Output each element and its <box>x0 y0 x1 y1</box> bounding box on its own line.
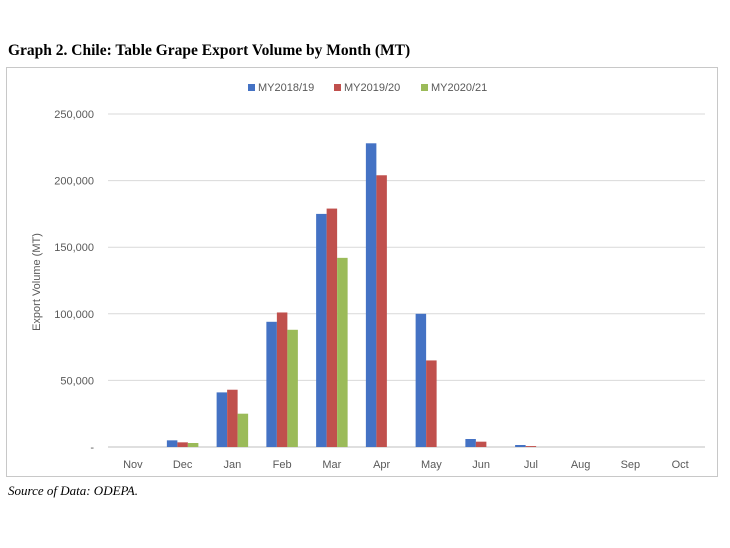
bar <box>337 257 348 447</box>
y-tick-label: - <box>90 442 94 454</box>
x-tick-label: Jul <box>524 459 538 471</box>
x-tick-label: Jan <box>224 459 242 471</box>
bars <box>166 143 537 447</box>
source-note: Source of Data: ODEPA. <box>8 483 138 498</box>
bar <box>266 321 277 447</box>
bar <box>465 439 476 447</box>
bar <box>475 441 487 447</box>
bar <box>187 443 199 447</box>
x-tick-label: May <box>421 459 442 471</box>
bar <box>287 329 298 447</box>
y-axis-label: Export Volume (MT) <box>31 233 43 331</box>
bar <box>216 392 228 447</box>
x-axis-ticks: Nov Dec Jan Feb Mar Apr May Jun Jul Aug Sep Oct <box>123 459 689 471</box>
bar <box>166 440 178 447</box>
y-tick-label: 100,000 <box>54 309 94 321</box>
x-tick-label: Dec <box>173 459 193 471</box>
y-axis-ticks: - 50,000 100,000 150,000 200,000 250,000 <box>54 109 94 454</box>
bar <box>376 175 387 447</box>
x-tick-label: Mar <box>322 459 341 471</box>
bar <box>515 445 526 447</box>
gridlines <box>108 113 705 448</box>
x-tick-label: Feb <box>273 459 292 471</box>
bar <box>227 389 238 447</box>
x-tick-label: Apr <box>373 459 390 471</box>
legend: MY2018/19 MY2019/20 MY2020/21 <box>248 82 487 94</box>
x-tick-label: Nov <box>123 459 143 471</box>
y-tick-label: 200,000 <box>54 176 94 188</box>
y-tick-label: 150,000 <box>54 242 94 254</box>
bar <box>426 360 437 447</box>
bar <box>326 208 338 447</box>
bar <box>316 213 327 447</box>
bar <box>415 313 427 447</box>
bar <box>525 446 537 447</box>
x-tick-label: Sep <box>621 459 641 471</box>
x-tick-label: Aug <box>571 459 591 471</box>
bar <box>237 413 249 447</box>
y-tick-label: 250,000 <box>54 109 94 121</box>
legend-label: MY2019/20 <box>344 82 400 94</box>
legend-label: MY2020/21 <box>431 82 487 94</box>
bar <box>276 312 288 447</box>
chart-heading: Graph 2. Chile: Table Grape Export Volum… <box>8 42 411 59</box>
legend-swatch <box>248 84 255 91</box>
bar <box>365 143 377 447</box>
y-tick-label: 50,000 <box>60 375 94 387</box>
x-tick-label: Jun <box>472 459 490 471</box>
chart-frame <box>6 67 718 477</box>
bar <box>177 442 188 447</box>
legend-label: MY2018/19 <box>258 82 314 94</box>
legend-swatch <box>421 84 428 91</box>
legend-swatch <box>334 84 341 91</box>
x-tick-label: Oct <box>672 459 689 471</box>
